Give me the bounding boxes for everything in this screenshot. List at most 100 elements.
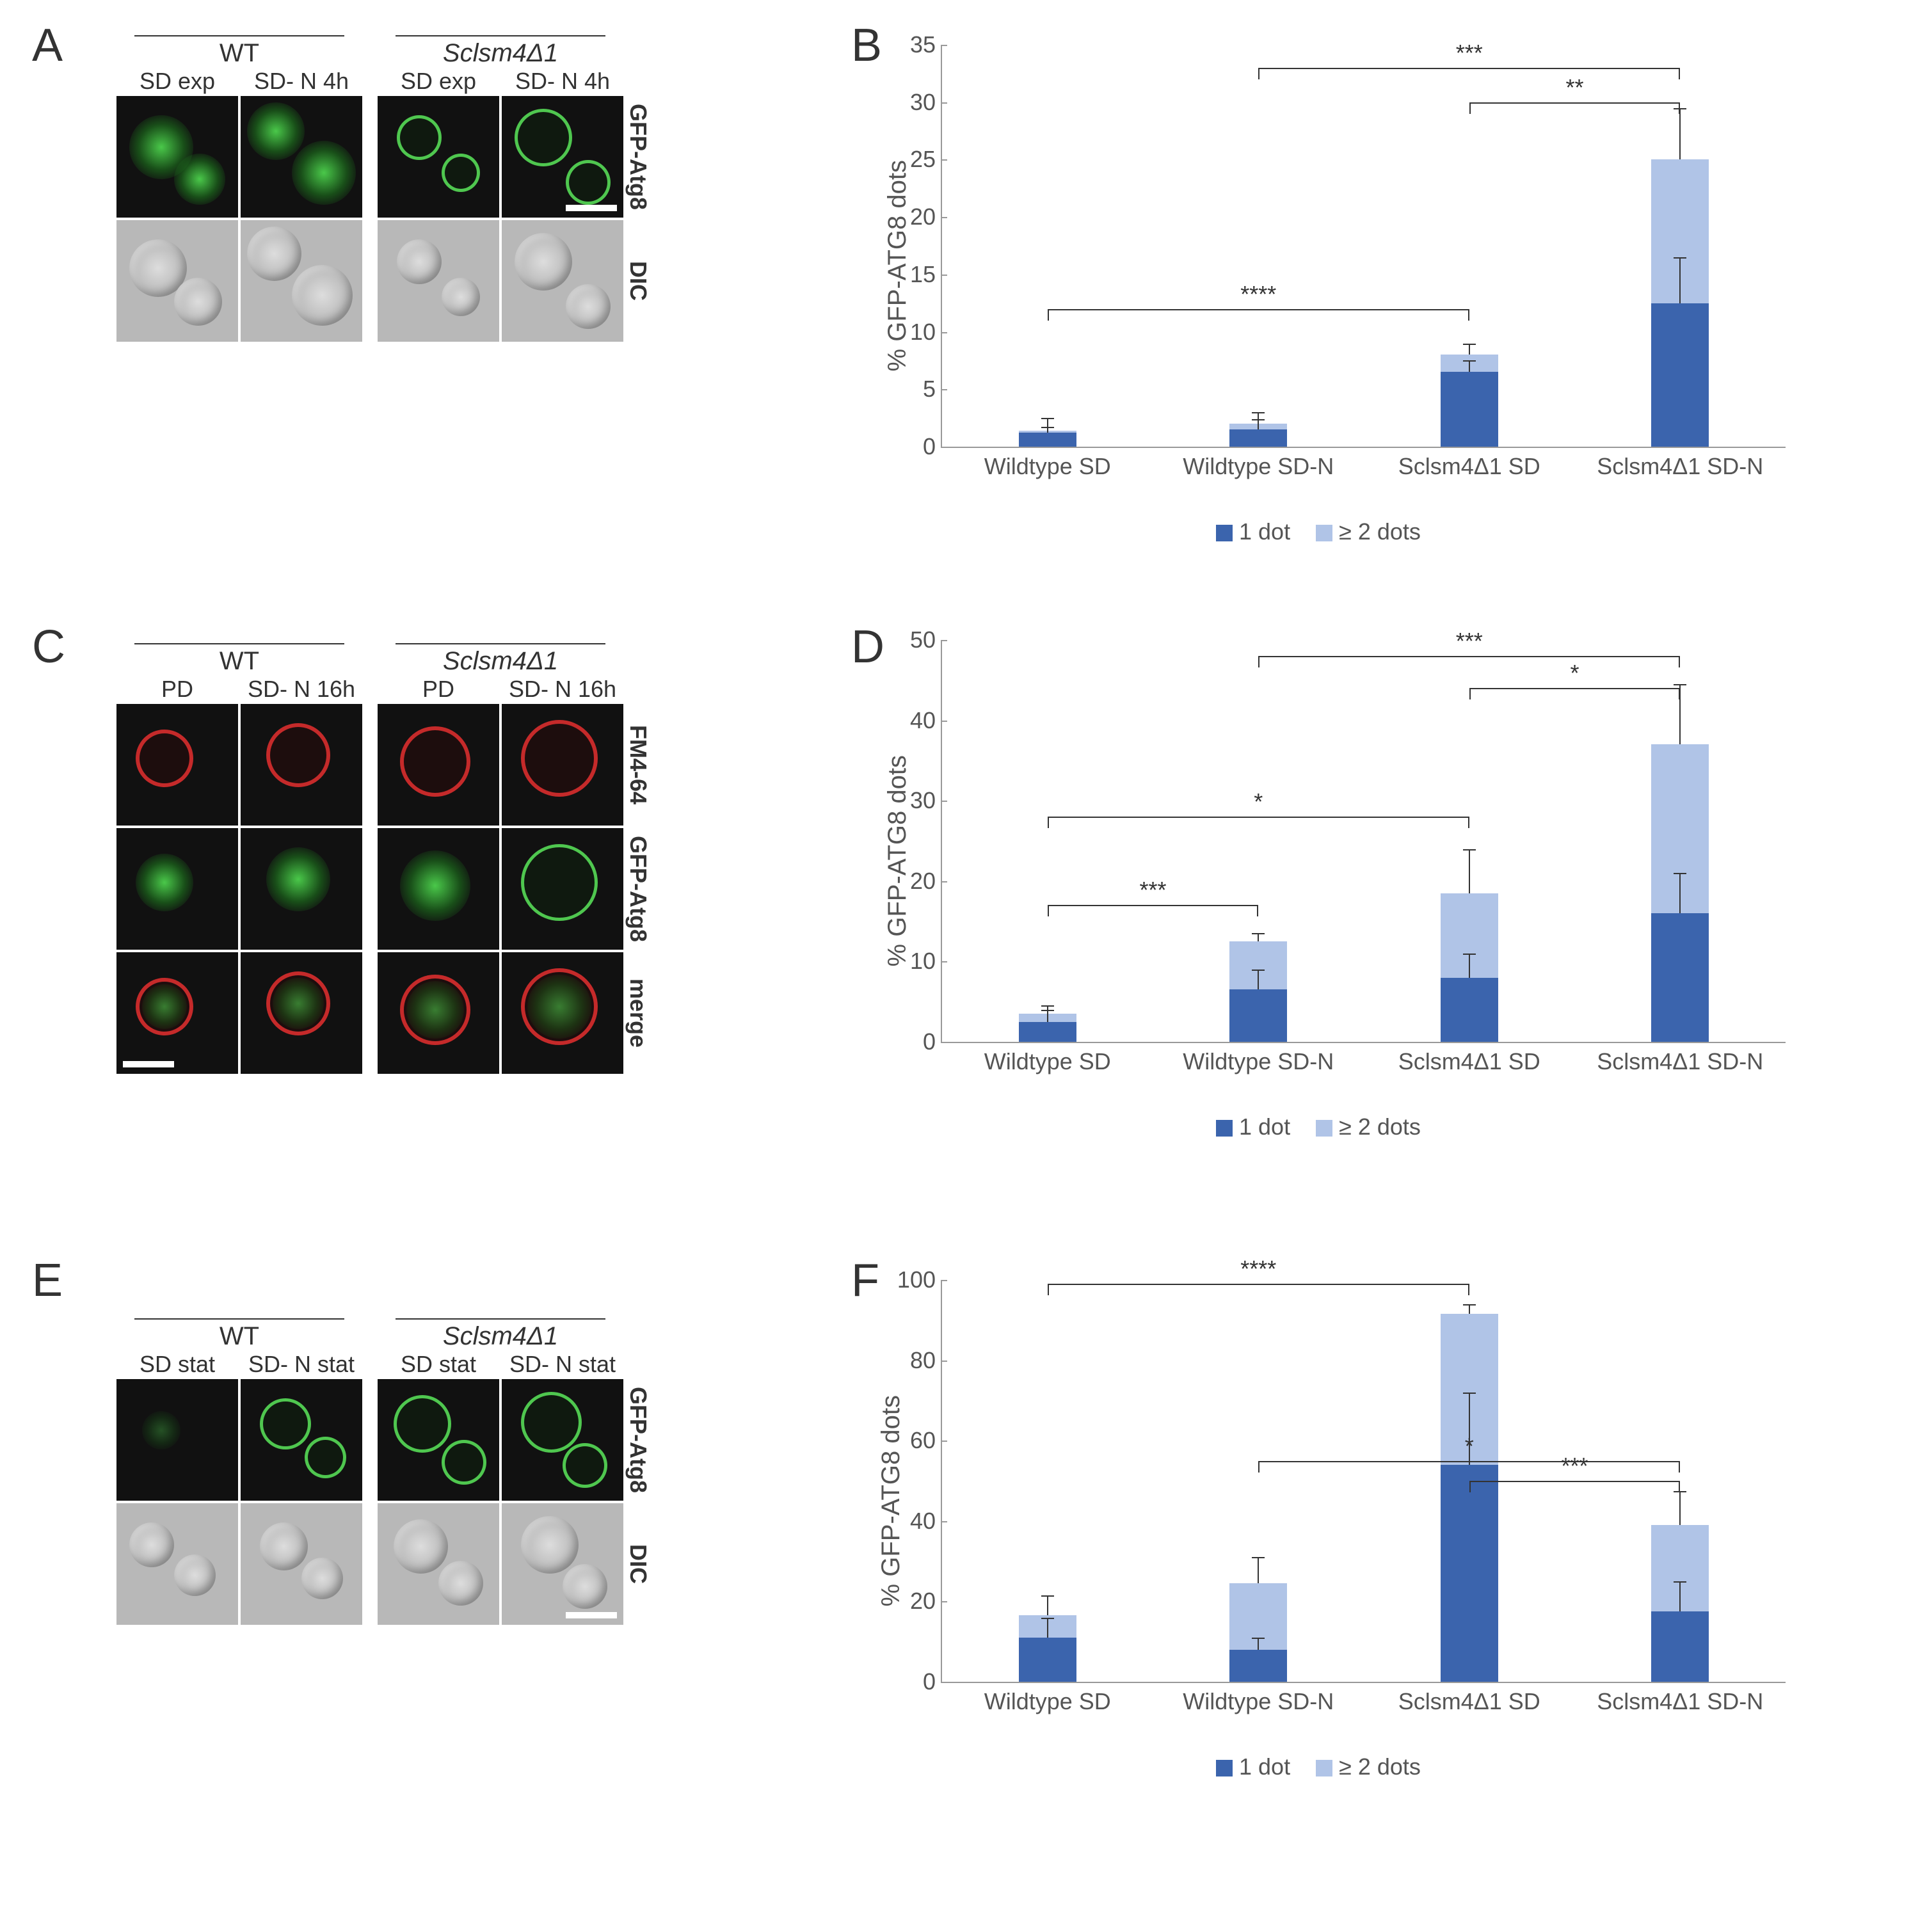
yticklabel: 20 xyxy=(910,1588,942,1615)
panel-a-gfp-1 xyxy=(241,96,362,218)
panel-c-merge-0 xyxy=(116,952,238,1074)
panel-a-col-0: SD exp xyxy=(115,68,239,95)
panel-a-gfp-3 xyxy=(502,96,623,218)
panel-c-col-1: SD- N 16h xyxy=(239,676,364,703)
panel-a-dic-3 xyxy=(502,220,623,342)
xticklabel: Sclsm4Δ1 SD xyxy=(1398,1042,1540,1075)
panel-c-top-wt: WT xyxy=(115,643,364,676)
bar-seg-1dot xyxy=(1229,989,1287,1042)
scalebar xyxy=(566,205,617,211)
errorbar-cap xyxy=(1252,419,1265,420)
legend-label-1dot: 1 dot xyxy=(1239,1753,1290,1780)
legend-swatch-dark xyxy=(1216,1120,1233,1137)
panel-e-dic-3 xyxy=(502,1503,623,1625)
legend-label-2dots: ≥ 2 dots xyxy=(1339,518,1421,545)
errorbar-cap xyxy=(1674,1581,1686,1583)
chart-f-plot: 020406080100Wildtype SDWildtype SD-NScls… xyxy=(941,1280,1786,1683)
significance-label: **** xyxy=(1240,1256,1276,1282)
xticklabel: Sclsm4Δ1 SD-N xyxy=(1597,1682,1763,1715)
panel-c-fm-1 xyxy=(241,704,362,826)
panel-c-top-mutant: Sclsm4Δ1 xyxy=(376,643,625,676)
errorbar-cap xyxy=(1252,970,1265,971)
yticklabel: 40 xyxy=(910,707,942,734)
ytick xyxy=(942,1601,947,1602)
bar-seg-1dot xyxy=(1651,913,1709,1042)
yticklabel: 0 xyxy=(923,1028,942,1055)
significance-bracket xyxy=(1258,1461,1680,1462)
errorbar-cap xyxy=(1041,427,1054,428)
errorbar xyxy=(1047,1005,1048,1021)
yticklabel: 10 xyxy=(910,319,942,346)
panel-letter-e: E xyxy=(32,1254,63,1307)
significance-bracket xyxy=(1048,309,1469,310)
yticklabel: 10 xyxy=(910,948,942,975)
yticklabel: 20 xyxy=(910,204,942,230)
xticklabel: Sclsm4Δ1 SD-N xyxy=(1597,447,1763,480)
panel-a-col-2: SD exp xyxy=(376,68,500,95)
significance-label: * xyxy=(1254,788,1263,815)
yticklabel: 50 xyxy=(910,627,942,653)
ytick xyxy=(942,1682,947,1683)
panel-letter-b: B xyxy=(851,19,882,72)
xticklabel: Wildtype SD xyxy=(984,447,1111,480)
panel-c-fm-0 xyxy=(116,704,238,826)
errorbar xyxy=(1469,849,1470,893)
errorbar xyxy=(1469,344,1470,355)
significance-bracket xyxy=(1258,656,1680,657)
ytick xyxy=(942,275,947,276)
yticklabel: 100 xyxy=(897,1266,942,1293)
chart-d-legend: 1 dot ≥ 2 dots xyxy=(1216,1114,1421,1140)
bar-seg-1dot xyxy=(1229,429,1287,447)
ytick xyxy=(942,1042,947,1043)
yticklabel: 35 xyxy=(910,31,942,58)
significance-bracket xyxy=(1048,905,1259,906)
errorbar-cap xyxy=(1674,1491,1686,1492)
errorbar-cap xyxy=(1674,684,1686,685)
ytick xyxy=(942,1361,947,1362)
errorbar-cap xyxy=(1252,412,1265,413)
panel-c-row-merge: merge xyxy=(625,952,652,1074)
yticklabel: 15 xyxy=(910,261,942,288)
ytick xyxy=(942,1280,947,1281)
errorbar-cap xyxy=(1674,873,1686,874)
panel-c-merge-2 xyxy=(378,952,499,1074)
significance-bracket xyxy=(1469,1481,1681,1482)
panel-a-dic-2 xyxy=(378,220,499,342)
bar-seg-1dot xyxy=(1441,978,1498,1042)
errorbar-cap xyxy=(1252,933,1265,934)
panel-e-col-1: SD- N stat xyxy=(239,1351,364,1378)
panel-e-col-2: SD stat xyxy=(376,1351,500,1378)
errorbar xyxy=(1679,257,1681,303)
legend-label-2dots: ≥ 2 dots xyxy=(1339,1114,1421,1140)
chart-f-ylabel: % GFP-ATG8 dots xyxy=(877,1395,906,1606)
xticklabel: Wildtype SD-N xyxy=(1183,1682,1334,1715)
bar-seg-1dot xyxy=(1441,1465,1498,1682)
significance-label: ** xyxy=(1565,74,1583,101)
significance-label: *** xyxy=(1561,1453,1588,1480)
panel-e-dic-2 xyxy=(378,1503,499,1625)
errorbar-cap xyxy=(1463,360,1476,362)
bar-group xyxy=(1019,431,1076,447)
panel-e-row-gfp: GFP-Atg8 xyxy=(625,1379,652,1501)
errorbar-cap xyxy=(1041,1005,1054,1007)
panel-c-gfp-2 xyxy=(378,828,499,950)
ytick xyxy=(942,217,947,218)
bar-group xyxy=(1651,159,1709,447)
significance-label: * xyxy=(1465,1433,1474,1460)
ytick xyxy=(942,640,947,641)
errorbar-cap xyxy=(1041,1618,1054,1619)
errorbar xyxy=(1679,1581,1681,1611)
xticklabel: Sclsm4Δ1 SD xyxy=(1398,447,1540,480)
xticklabel: Wildtype SD-N xyxy=(1183,1042,1334,1075)
bar-seg-1dot xyxy=(1229,1650,1287,1682)
xticklabel: Sclsm4Δ1 SD-N xyxy=(1597,1042,1763,1075)
panel-e-top-mutant: Sclsm4Δ1 xyxy=(376,1318,625,1351)
yticklabel: 5 xyxy=(923,376,942,403)
panel-letter-f: F xyxy=(851,1254,879,1307)
panel-c-gfp-0 xyxy=(116,828,238,950)
significance-label: **** xyxy=(1240,281,1276,308)
panel-a-col-1: SD- N 4h xyxy=(239,68,364,95)
significance-label: *** xyxy=(1456,628,1483,655)
panel-c-microscopy: WT Sclsm4Δ1 PD SD- N 16h PD SD- N 16h FM… xyxy=(115,643,652,1075)
panel-a-microscopy: WT Sclsm4Δ1 SD exp SD- N 4h SD exp SD- N… xyxy=(115,35,652,343)
